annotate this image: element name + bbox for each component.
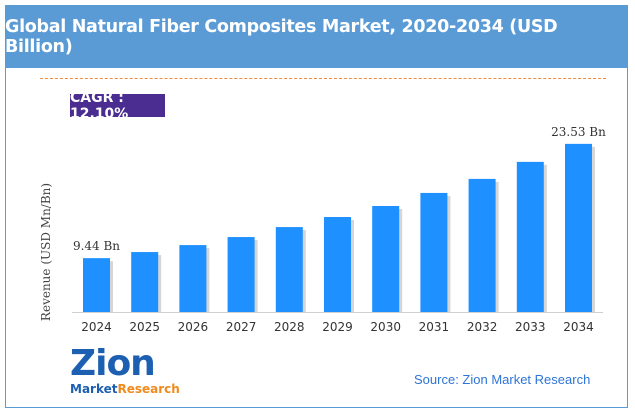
bar-2024 [83,258,110,312]
x-tick-label: 2026 [178,320,209,334]
zion-logo: Zion MarketResearch [70,346,180,402]
bar-2029 [324,217,351,312]
bar-2025 [131,252,159,312]
x-tick-label: 2032 [467,320,498,334]
x-tick-label: 2025 [129,320,160,334]
logo-market-research-text: MarketResearch [70,382,180,396]
bar-2033 [516,161,544,312]
logo-research: Research [117,382,180,396]
logo-zion-text: Zion [70,343,156,384]
x-tick-label: 2033 [515,320,546,334]
bar-2031 [420,192,448,312]
logo-market: Market [70,382,118,396]
x-tick-label: 2034 [563,320,594,334]
bar-2034 [565,143,592,312]
source-text: Source: Zion Market Research [414,372,591,387]
dashed-divider [40,78,606,79]
bar-2026 [179,245,207,312]
chart-title: Global Natural Fiber Composites Market, … [5,5,628,68]
x-tick-label: 2029 [322,320,353,334]
y-axis-label: Revenue (USD Mn/Bn) [39,183,53,321]
data-label-2034: 23.53 Bn [551,125,606,139]
x-tick-label: 2031 [419,320,450,334]
bar-2032 [468,178,496,312]
x-tick-label: 2028 [274,320,305,334]
bar-2030 [372,205,400,312]
x-tick-label: 2030 [370,320,401,334]
data-label-2024: 9.44 Bn [73,239,120,253]
x-tick-label: 2027 [226,320,257,334]
x-tick-label: 2024 [81,320,112,334]
bar-2027 [227,237,255,312]
bar-2028 [275,227,303,312]
